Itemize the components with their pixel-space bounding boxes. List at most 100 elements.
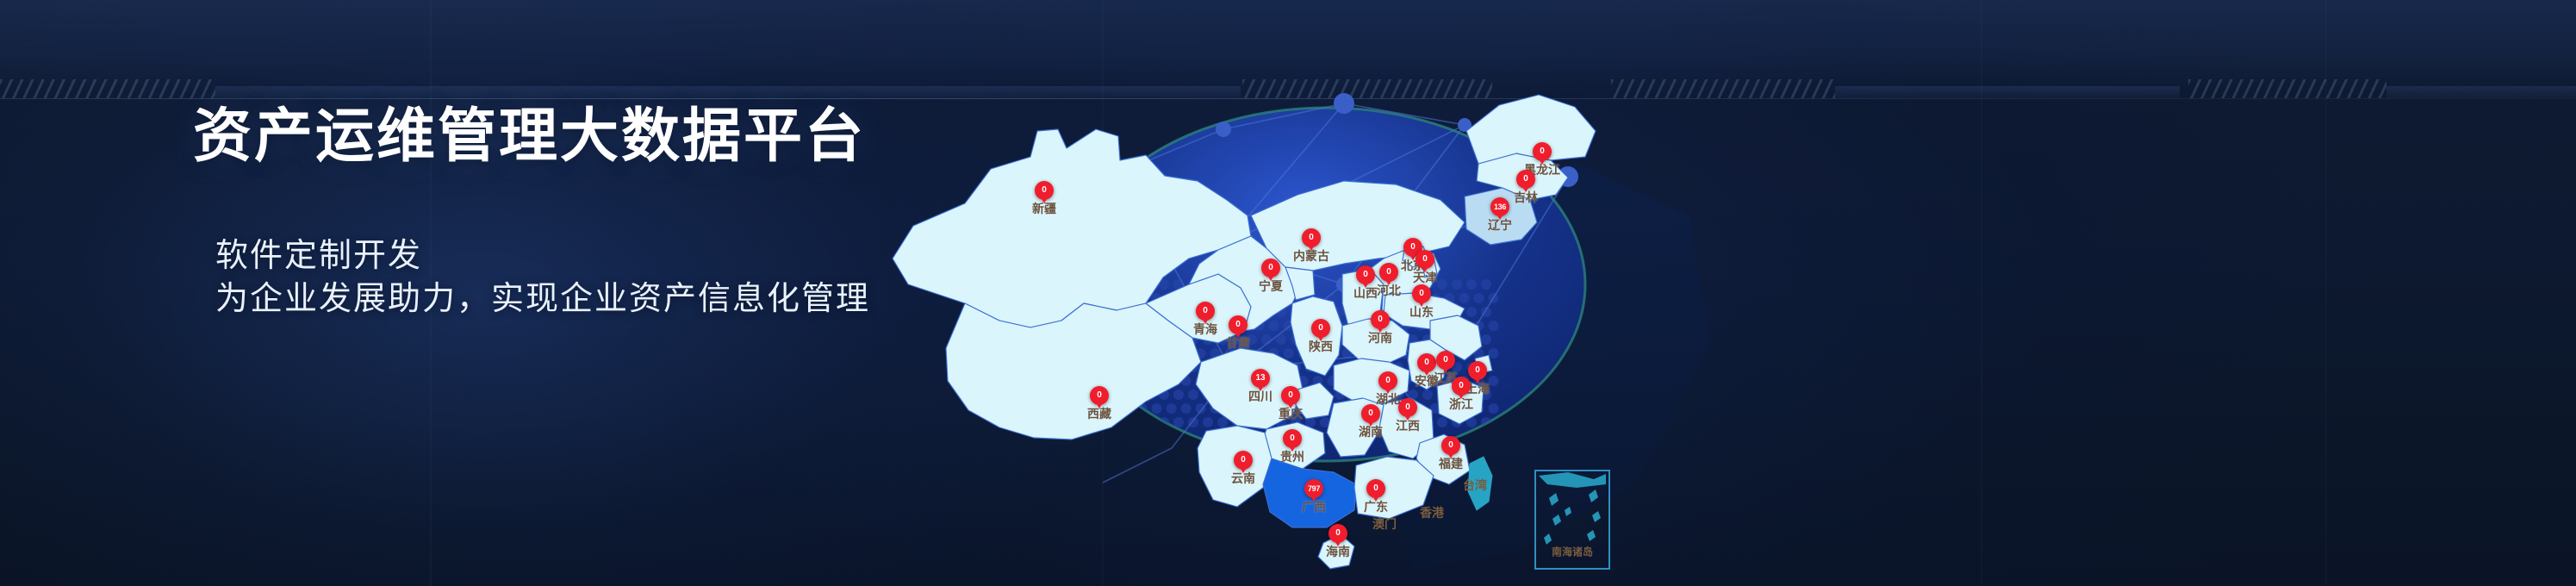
- province-tibet: [945, 302, 1202, 440]
- marker-count: 0: [1443, 355, 1448, 365]
- map-marker[interactable]: 0 青海: [1193, 302, 1217, 336]
- marker-label: 云南: [1231, 471, 1255, 485]
- marker-count: 0: [1540, 146, 1545, 156]
- marker-label: 上海: [1465, 382, 1490, 396]
- marker-count: 0: [1097, 390, 1102, 400]
- marker-label: 陕西: [1309, 340, 1333, 353]
- marker-count: 0: [1419, 289, 1424, 298]
- marker-count: 797: [1307, 483, 1321, 493]
- map-marker[interactable]: 0 宁夏: [1259, 259, 1283, 293]
- map-marker[interactable]: 0 福建: [1439, 436, 1463, 471]
- marker-count: 0: [1363, 270, 1368, 279]
- map-marker[interactable]: 0 江苏: [1434, 351, 1458, 385]
- marker-count: 0: [1373, 483, 1378, 493]
- map-marker[interactable]: 0 吉林: [1514, 170, 1538, 204]
- marker-count: 0: [1241, 455, 1246, 464]
- subtitle-line-2: 为企业发展助力，实现企业资产信息化管理: [215, 281, 871, 317]
- map-marker[interactable]: 0 黑龙江: [1524, 142, 1560, 177]
- marker-pin-icon: 0: [1283, 429, 1302, 448]
- marker-pin-icon: 0: [1261, 259, 1280, 277]
- marker-pin-icon: 0: [1371, 310, 1390, 329]
- map-marker[interactable]: 0 陕西: [1309, 319, 1333, 353]
- marker-count: 0: [1410, 242, 1416, 252]
- province-heilongjiang: [1465, 94, 1596, 165]
- marker-pin-icon: 136: [1490, 197, 1509, 216]
- map-marker[interactable]: 0 重庆: [1279, 386, 1303, 421]
- marker-pin-icon: 0: [1533, 142, 1552, 161]
- map-marker[interactable]: 0 上海: [1465, 361, 1490, 396]
- province-guangdong: [1353, 456, 1434, 520]
- marker-count: 0: [1448, 440, 1453, 450]
- marker-pin-icon: 0: [1441, 436, 1460, 455]
- marker-label: 浙江: [1449, 397, 1473, 411]
- marker-label: 安徽: [1415, 374, 1439, 388]
- marker-count: 0: [1335, 528, 1341, 538]
- marker-label: 山东: [1409, 305, 1434, 319]
- marker-pin-icon: 797: [1304, 479, 1323, 498]
- map-marker[interactable]: 13 四川: [1248, 369, 1272, 403]
- map-marker[interactable]: 0 甘肃: [1226, 315, 1250, 350]
- map-marker[interactable]: 0 广东: [1364, 479, 1388, 514]
- inset-label: 南海诸岛: [1551, 545, 1594, 558]
- map-marker[interactable]: 0 山东: [1409, 284, 1434, 319]
- marker-label: 湖北: [1376, 392, 1400, 406]
- marker-label: 广西: [1302, 500, 1326, 514]
- marker-count: 0: [1386, 267, 1391, 277]
- map-region-label: 澳门: [1372, 517, 1397, 531]
- marker-count: 0: [1309, 233, 1314, 242]
- map-marker[interactable]: 0 海南: [1326, 524, 1350, 558]
- map-region-label: 台湾: [1463, 478, 1487, 492]
- map-marker[interactable]: 0 湖南: [1359, 404, 1383, 439]
- land-layer: [892, 94, 1596, 570]
- marker-count: 0: [1459, 381, 1464, 390]
- south-china-sea-inset: [1534, 470, 1610, 570]
- marker-label: 甘肃: [1226, 336, 1250, 350]
- marker-count: 0: [1422, 254, 1428, 264]
- marker-label: 吉林: [1514, 190, 1538, 204]
- province-yunnan: [1197, 425, 1272, 508]
- marker-pin-icon: 0: [1412, 284, 1431, 303]
- marker-label: 内蒙古: [1293, 249, 1329, 263]
- map-marker[interactable]: 0 贵州: [1280, 429, 1304, 464]
- marker-count: 0: [1290, 433, 1295, 443]
- map-marker[interactable]: 0 江西: [1396, 398, 1420, 433]
- marker-count: 0: [1424, 358, 1429, 367]
- map-marker[interactable]: 0 湖北: [1376, 371, 1400, 406]
- province-taiwan: [1467, 456, 1493, 511]
- map-marker[interactable]: 0 河北: [1377, 263, 1401, 297]
- map-marker[interactable]: 0 新疆: [1032, 181, 1056, 215]
- marker-count: 0: [1405, 402, 1410, 412]
- map-marker[interactable]: 0 安徽: [1415, 353, 1439, 388]
- marker-pin-icon: 0: [1378, 371, 1397, 390]
- marker-count: 0: [1268, 263, 1273, 272]
- map-marker[interactable]: 797 广西: [1302, 479, 1326, 514]
- page-subtitle: 软件定制开发 为企业发展助力，实现企业资产信息化管理: [215, 234, 870, 321]
- marker-pin-icon: 0: [1417, 353, 1436, 372]
- marker-pin-icon: 0: [1398, 398, 1417, 417]
- marker-count: 0: [1368, 408, 1373, 418]
- marker-label: 江西: [1396, 419, 1420, 433]
- marker-label: 天津: [1413, 271, 1437, 284]
- map-marker[interactable]: 0 内蒙古: [1293, 228, 1329, 263]
- marker-label: 海南: [1326, 545, 1350, 558]
- map-marker[interactable]: 0 云南: [1231, 451, 1255, 485]
- marker-label: 西藏: [1087, 407, 1111, 421]
- china-map[interactable]: 0 新疆 0 西藏 0 青海 0 甘肃 0 宁夏 0 内蒙古 0 陕西 0 山西 0 河北 0 北京 0 天津 0 山东 0 河南…: [862, 0, 1775, 586]
- marker-pin-icon: 0: [1311, 319, 1330, 338]
- marker-label: 河南: [1368, 331, 1392, 345]
- marker-pin-icon: 0: [1516, 170, 1535, 189]
- marker-pin-icon: 0: [1356, 265, 1375, 284]
- marker-label: 广东: [1364, 500, 1388, 514]
- marker-count: 0: [1475, 365, 1480, 375]
- map-marker[interactable]: 0 西藏: [1087, 386, 1111, 421]
- marker-label: 四川: [1248, 390, 1272, 403]
- marker-pin-icon: 0: [1366, 479, 1385, 498]
- map-marker[interactable]: 0 山西: [1353, 265, 1378, 300]
- map-marker[interactable]: 0 浙江: [1449, 377, 1473, 411]
- province-jiangsu: [1429, 315, 1483, 361]
- map-marker[interactable]: 136 辽宁: [1488, 197, 1512, 232]
- map-marker[interactable]: 0 河南: [1368, 310, 1392, 345]
- subtitle-line-1: 软件定制开发: [215, 238, 423, 274]
- map-marker[interactable]: 0 天津: [1413, 250, 1437, 284]
- marker-pin-icon: 0: [1436, 351, 1455, 370]
